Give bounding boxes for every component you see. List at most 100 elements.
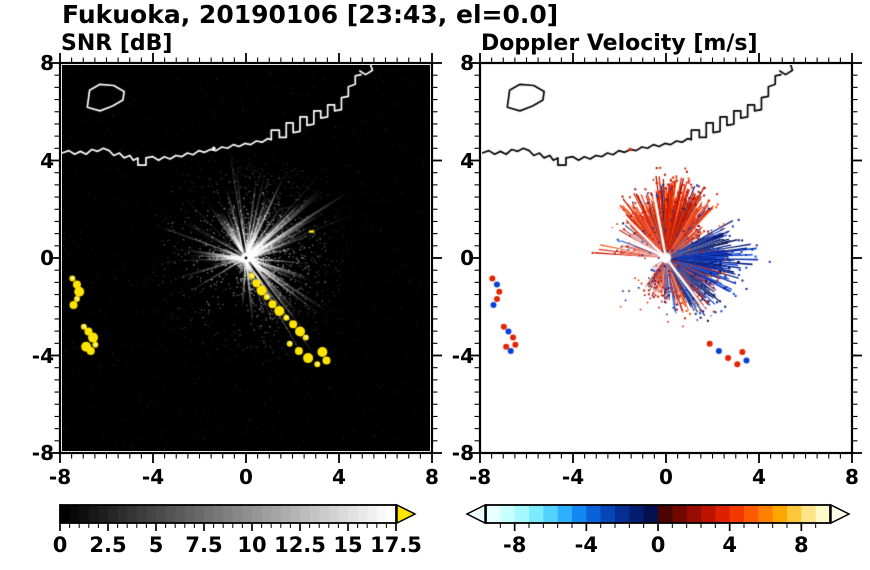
colorbar-segment <box>108 505 119 523</box>
colorbar-label: 8 <box>794 533 809 557</box>
colorbar-segment <box>88 505 99 523</box>
colorbar-segment <box>367 505 378 523</box>
y-tick-label: 4 <box>460 148 474 173</box>
colorbar-segment <box>223 505 234 523</box>
colorbar-segment <box>204 505 215 523</box>
x-tick-label: -8 <box>468 465 492 489</box>
colorbar-label: 15 <box>333 533 363 557</box>
colorbar-segment <box>357 505 368 523</box>
colorbar-segment <box>79 505 90 523</box>
colorbar-segment <box>213 505 224 523</box>
colorbar-segment <box>98 505 109 523</box>
x-tick-label: 4 <box>332 465 346 489</box>
colorbar-segment <box>184 505 195 523</box>
colorbar-segment <box>290 505 301 523</box>
colorbar-segment <box>261 505 272 523</box>
x-tick-label: 0 <box>239 465 253 489</box>
colorbar-segment <box>643 505 659 523</box>
colorbar-segment <box>252 505 263 523</box>
doppler-velocity-ppi-image <box>482 65 850 451</box>
colorbar-segment <box>758 505 774 523</box>
colorbar-segment <box>127 505 138 523</box>
colorbar-segment <box>165 505 176 523</box>
x-tick-label: 8 <box>845 465 859 489</box>
colorbar-segment <box>232 505 243 523</box>
y-tick-label: 0 <box>460 246 474 270</box>
figure-title: Fukuoka, 20190106 [23:43, el=0.0] <box>62 0 559 29</box>
x-tick-label: 8 <box>425 465 439 489</box>
colorbar-label: 17.5 <box>370 533 422 557</box>
colorbar-segment <box>787 505 802 523</box>
x-tick-label: -8 <box>48 465 72 489</box>
colorbar-under-arrow <box>465 503 486 525</box>
plot-frame <box>478 61 854 455</box>
colorbar-over-arrow <box>396 503 417 525</box>
colorbar-segment <box>529 505 544 523</box>
y-tick-label: -8 <box>451 441 474 465</box>
colorbar-segment <box>686 505 702 523</box>
colorbar-label: 2.5 <box>89 533 127 557</box>
y-tick-label: 0 <box>40 246 54 270</box>
colorbar-segment <box>348 505 359 523</box>
colorbar-segment <box>772 505 788 523</box>
colorbar-segment <box>117 505 128 523</box>
colorbar-segment <box>194 505 205 523</box>
colorbar-segment <box>386 505 397 523</box>
colorbar-segment <box>136 505 147 523</box>
colorbar-segment <box>280 505 291 523</box>
colorbar-label: 0 <box>52 533 68 557</box>
y-tick-label: -4 <box>31 343 54 368</box>
colorbar-segment <box>586 505 602 523</box>
colorbar-frame <box>59 504 397 524</box>
colorbar-segment <box>744 505 759 523</box>
colorbar-segment <box>486 505 501 523</box>
colorbar-label: 12.5 <box>274 533 326 557</box>
colorbar-segment <box>319 505 330 523</box>
colorbar-segment <box>543 505 559 523</box>
colorbar-label: 5 <box>148 533 164 557</box>
y-tick-label: 8 <box>40 51 54 75</box>
snr-ppi-image <box>62 65 430 451</box>
colorbar-label: -4 <box>574 533 598 557</box>
colorbar-segment <box>514 505 530 523</box>
x-tick-label: -4 <box>141 465 165 489</box>
colorbar-segment <box>376 505 387 523</box>
colorbar-segment <box>500 505 516 523</box>
y-tick-label: 4 <box>40 148 54 173</box>
colorbar-segment <box>146 505 157 523</box>
y-tick-label: -8 <box>31 441 54 465</box>
snr-panel-title: SNR [dB] <box>61 31 173 56</box>
colorbar-label: 0 <box>650 533 666 557</box>
colorbar-segment <box>801 505 817 523</box>
colorbar-label: -8 <box>502 533 527 557</box>
velocity-panel-title: Doppler Velocity [m/s] <box>481 31 758 56</box>
x-tick-label: -4 <box>561 465 585 489</box>
colorbar-segment <box>271 505 282 523</box>
colorbar-segment <box>309 505 320 523</box>
colorbar-segment <box>701 505 716 523</box>
colorbar-segment <box>729 505 745 523</box>
colorbar-segment <box>557 505 573 523</box>
colorbar-segment <box>658 505 673 523</box>
colorbar-segment <box>328 505 339 523</box>
colorbar-segment <box>156 505 167 523</box>
y-tick-label: -4 <box>451 343 474 368</box>
colorbar-segment <box>69 505 80 523</box>
colorbar-label: 10 <box>237 533 267 557</box>
colorbar-segment <box>572 505 587 523</box>
colorbar-segment <box>629 505 645 523</box>
colorbar-label: 4 <box>722 533 737 557</box>
colorbar-segment <box>60 505 71 523</box>
x-tick-label: 0 <box>659 465 673 489</box>
y-tick-label: 8 <box>460 51 474 75</box>
colorbar-segment <box>815 505 831 523</box>
colorbar-segment <box>615 505 630 523</box>
colorbar-segment <box>175 505 186 523</box>
plot-frame <box>58 61 434 455</box>
colorbar-segment <box>672 505 688 523</box>
colorbar-segment <box>300 505 311 523</box>
colorbar-segment <box>715 505 731 523</box>
colorbar-over-arrow <box>830 503 851 525</box>
colorbar-label: 7.5 <box>185 533 223 557</box>
